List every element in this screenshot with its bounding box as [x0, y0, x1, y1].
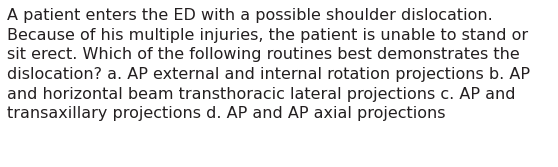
Text: A patient enters the ED with a possible shoulder dislocation.
Because of his mul: A patient enters the ED with a possible … — [7, 8, 530, 121]
